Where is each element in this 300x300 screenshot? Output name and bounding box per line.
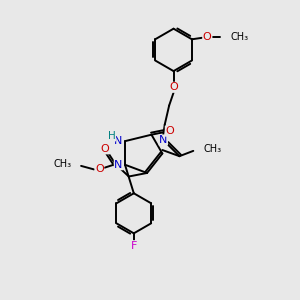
Text: F: F — [130, 241, 137, 251]
Text: O: O — [95, 164, 104, 174]
Text: O: O — [169, 82, 178, 92]
Text: O: O — [203, 32, 212, 42]
Text: N: N — [159, 135, 167, 145]
Text: CH₃: CH₃ — [231, 32, 249, 42]
Text: O: O — [165, 126, 174, 136]
Text: O: O — [101, 144, 110, 154]
Text: CH₃: CH₃ — [53, 159, 71, 169]
Text: N: N — [114, 136, 123, 146]
Text: H: H — [108, 131, 116, 141]
Text: N: N — [114, 160, 123, 170]
Text: CH₃: CH₃ — [204, 144, 222, 154]
